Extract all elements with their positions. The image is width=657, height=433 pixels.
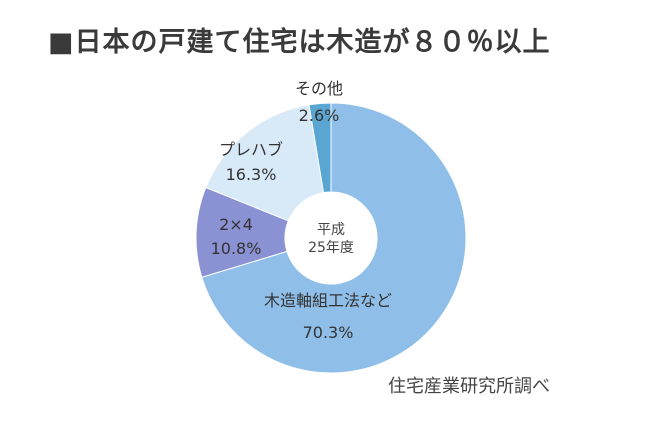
slice-name-2x4: 2×4 — [219, 215, 253, 234]
slice-percent-wood: 70.3% — [303, 323, 354, 342]
chart-title: ■日本の戸建て住宅は木造が８０％以上 — [48, 27, 551, 58]
slice-percent-2x4: 10.8% — [211, 239, 262, 258]
donut-hole — [285, 192, 377, 284]
slice-name-other: その他 — [295, 79, 343, 98]
slice-percent-other: 2.6% — [299, 106, 340, 125]
source-note: 住宅産業研究所調べ — [388, 376, 550, 397]
slice-name-prefab: プレハブ — [219, 140, 283, 159]
center-label-line1: 平成 — [317, 222, 345, 238]
slice-percent-prefab: 16.3% — [226, 165, 277, 184]
center-label-line2: 25年度 — [308, 240, 354, 256]
slice-name-wood: 木造軸組工法など — [264, 291, 392, 310]
slices-group — [195, 102, 467, 374]
